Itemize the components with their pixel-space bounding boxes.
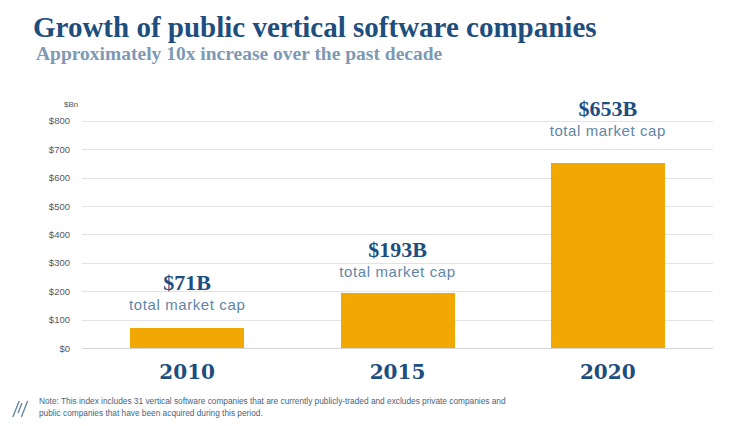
footnote-line1: Note: This index includes 31 vertical so… [39, 395, 506, 407]
x-axis-label-2010: 2010 [87, 360, 287, 384]
footnote: Note: This index includes 31 vertical so… [39, 395, 506, 419]
footnote-line2: public companies that have been acquired… [39, 407, 506, 419]
y-tick-label-200: $200 [28, 286, 70, 297]
bar-2015 [341, 293, 455, 348]
x-axis-label-2015: 2015 [298, 360, 498, 384]
y-axis-unit-label: $Bn [64, 100, 78, 109]
y-tick-label-300: $300 [28, 257, 70, 268]
company-logo-icon [11, 400, 30, 418]
bar-2010 [130, 328, 244, 348]
y-tick-label-700: $700 [28, 144, 70, 155]
y-tick-label-800: $800 [28, 115, 70, 126]
y-tick-label-500: $500 [28, 201, 70, 212]
x-axis-label-2020: 2020 [508, 360, 708, 384]
gridline-0 [82, 348, 713, 349]
bar-value-label-2020: $653Btotal market cap [498, 97, 718, 140]
y-tick-label-100: $100 [28, 314, 70, 325]
page-subtitle: Approximately 10x increase over the past… [36, 43, 442, 65]
bar-value: $653B [498, 97, 718, 121]
y-tick-label-600: $600 [28, 172, 70, 183]
y-tick-label-0: $0 [28, 343, 70, 354]
gridline-700 [82, 149, 713, 150]
bar-value-label-2015: $193Btotal market cap [288, 238, 508, 281]
bar-caption: total market cap [77, 295, 297, 314]
bar-value: $71B [77, 271, 297, 295]
y-tick-label-400: $400 [28, 229, 70, 240]
page-title: Growth of public vertical software compa… [33, 11, 597, 44]
bar-value-label-2010: $71Btotal market cap [77, 271, 297, 314]
bar-2020 [551, 163, 665, 349]
bar-caption: total market cap [498, 121, 718, 140]
bar-value: $193B [288, 238, 508, 262]
bar-caption: total market cap [288, 262, 508, 281]
